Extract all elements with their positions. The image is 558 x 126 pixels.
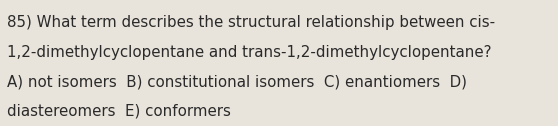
Text: diastereomers  E) conformers: diastereomers E) conformers [7,104,231,119]
Text: 85) What term describes the structural relationship between cis-: 85) What term describes the structural r… [7,15,496,30]
Text: A) not isomers  B) constitutional isomers  C) enantiomers  D): A) not isomers B) constitutional isomers… [7,74,467,89]
Text: 1,2-dimethylcyclopentane and trans-1,2-dimethylcyclopentane?: 1,2-dimethylcyclopentane and trans-1,2-d… [7,45,492,60]
